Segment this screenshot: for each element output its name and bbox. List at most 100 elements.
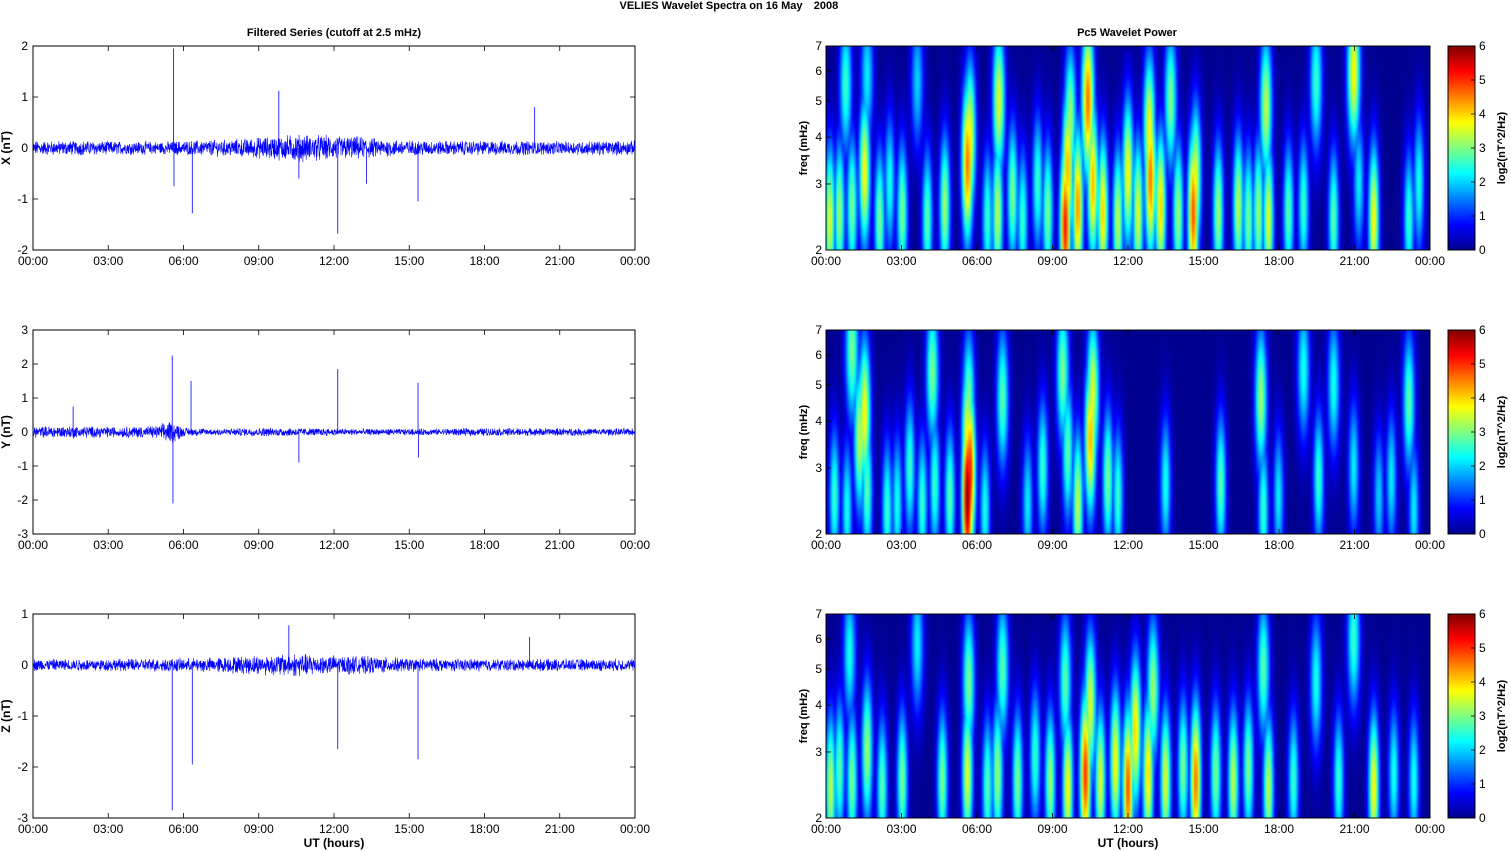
y-tick-label: 1 (21, 607, 28, 621)
x-tick-label: 18:00 (469, 254, 499, 268)
colorbar-tick-label: 6 (1479, 39, 1486, 53)
x-tick-label: 03:00 (886, 538, 916, 552)
x-tick-label: 21:00 (1339, 822, 1369, 836)
figure-year: 2008 (814, 0, 838, 12)
colorbar-tick-label: 4 (1479, 675, 1486, 689)
x-tick-label: 03:00 (93, 822, 123, 836)
x-tick-label: 06:00 (168, 538, 198, 552)
freq-axis-label: freq (mHz) (798, 120, 810, 175)
y-axis-label: Z (nT) (0, 699, 13, 732)
x-tick-label: 12:00 (319, 254, 349, 268)
x-tick-label: 00:00 (1415, 538, 1445, 552)
wavelet-power-map-2 (826, 330, 1430, 534)
freq-tick-label: 2 (815, 811, 822, 825)
x-tick-label: 00:00 (1415, 822, 1445, 836)
freq-tick-label: 4 (815, 698, 822, 712)
colorbar-tick-label: 5 (1479, 641, 1486, 655)
colorbar-tick-label: 6 (1479, 607, 1486, 621)
x-tick-label: 21:00 (1339, 538, 1369, 552)
y-tick-label: -1 (17, 192, 28, 206)
freq-tick-label: 3 (815, 745, 822, 759)
wavelet-power-map-3 (826, 614, 1430, 818)
x-tick-label: 03:00 (93, 254, 123, 268)
x-tick-label: 15:00 (1188, 822, 1218, 836)
freq-tick-label: 7 (815, 39, 822, 53)
y-tick-label: -2 (17, 760, 28, 774)
x-tick-label: 21:00 (545, 254, 575, 268)
y-tick-label: -1 (17, 459, 28, 473)
colorbar-tick-label: 5 (1479, 73, 1486, 87)
y-tick-label: 2 (21, 357, 28, 371)
x-tick-label: 00:00 (18, 538, 48, 552)
colorbar-tick-label: 5 (1479, 357, 1486, 371)
x-tick-label: 12:00 (1113, 822, 1143, 836)
freq-tick-label: 5 (815, 94, 822, 108)
colorbar-tick-label: 0 (1479, 243, 1486, 257)
x-tick-label: 18:00 (1264, 538, 1294, 552)
x-tick-label: 06:00 (962, 538, 992, 552)
y-tick-label: 0 (21, 425, 28, 439)
x-tick-label: 21:00 (545, 538, 575, 552)
x-tick-label: 15:00 (394, 254, 424, 268)
colorbar-tick-label: 2 (1479, 175, 1486, 189)
y-tick-label: 1 (21, 90, 28, 104)
x-tick-label: 12:00 (1113, 254, 1143, 268)
x-tick-label: 00:00 (1415, 254, 1445, 268)
x-tick-label: 03:00 (93, 538, 123, 552)
x-tick-label: 18:00 (1264, 254, 1294, 268)
x-tick-label: 09:00 (1037, 822, 1067, 836)
x-tick-label: 00:00 (620, 822, 650, 836)
x-tick-label: 06:00 (962, 254, 992, 268)
colorbar-tick-label: 2 (1479, 743, 1486, 757)
x-tick-label: 12:00 (1113, 538, 1143, 552)
colorbar-label: log2(nT^2/Hz) (1496, 395, 1508, 468)
y-tick-label: -2 (17, 493, 28, 507)
y-tick-label: -3 (17, 811, 28, 825)
freq-tick-label: 5 (815, 378, 822, 392)
x-tick-label: 09:00 (1037, 538, 1067, 552)
wavelet-power-map-1 (826, 46, 1430, 250)
freq-tick-label: 4 (815, 130, 822, 144)
x-tick-label: 06:00 (962, 822, 992, 836)
y-tick-label: 2 (21, 39, 28, 53)
figure-title: VELIES Wavelet Spectra on 16 May (620, 0, 804, 12)
right-column-title: Pc5 Wavelet Power (1077, 27, 1178, 39)
x-tick-label: 21:00 (545, 822, 575, 836)
x-tick-label: 09:00 (244, 822, 274, 836)
colorbar-1 (1447, 45, 1476, 251)
freq-tick-label: 3 (815, 461, 822, 475)
trace-line-2 (32, 422, 636, 443)
freq-axis-label: freq (mHz) (798, 404, 810, 459)
left-column-title: Filtered Series (cutoff at 2.5 mHz) (247, 27, 422, 39)
x-tick-label: 03:00 (886, 822, 916, 836)
y-tick-label: 3 (21, 323, 28, 337)
x-tick-label: 15:00 (1188, 254, 1218, 268)
y-tick-label: -1 (17, 709, 28, 723)
colorbar-tick-label: 3 (1479, 709, 1486, 723)
freq-tick-label: 3 (815, 177, 822, 191)
x-tick-label: 09:00 (1037, 254, 1067, 268)
colorbar-tick-label: 4 (1479, 391, 1486, 405)
x-tick-label: 09:00 (244, 254, 274, 268)
x-tick-label: 00:00 (620, 538, 650, 552)
freq-tick-label: 7 (815, 323, 822, 337)
x-tick-label: 03:00 (886, 254, 916, 268)
freq-tick-label: 6 (815, 632, 822, 646)
x-tick-label: 00:00 (811, 822, 841, 836)
colorbar-tick-label: 1 (1479, 493, 1486, 507)
timeseries-axes-3 (32, 613, 636, 819)
x-tick-label: 18:00 (1264, 822, 1294, 836)
freq-axis-label: freq (mHz) (798, 688, 810, 743)
colorbar-3 (1447, 613, 1476, 819)
freq-tick-label: 6 (815, 64, 822, 78)
y-tick-label: 0 (21, 141, 28, 155)
y-tick-label: -2 (17, 243, 28, 257)
x-tick-label: 06:00 (168, 822, 198, 836)
freq-tick-label: 7 (815, 607, 822, 621)
colorbar-tick-label: 1 (1479, 777, 1486, 791)
trace-line-3 (32, 653, 636, 677)
x-tick-label: 12:00 (319, 538, 349, 552)
freq-tick-label: 5 (815, 662, 822, 676)
colorbar-label: log2(nT^2/Hz) (1496, 679, 1508, 752)
